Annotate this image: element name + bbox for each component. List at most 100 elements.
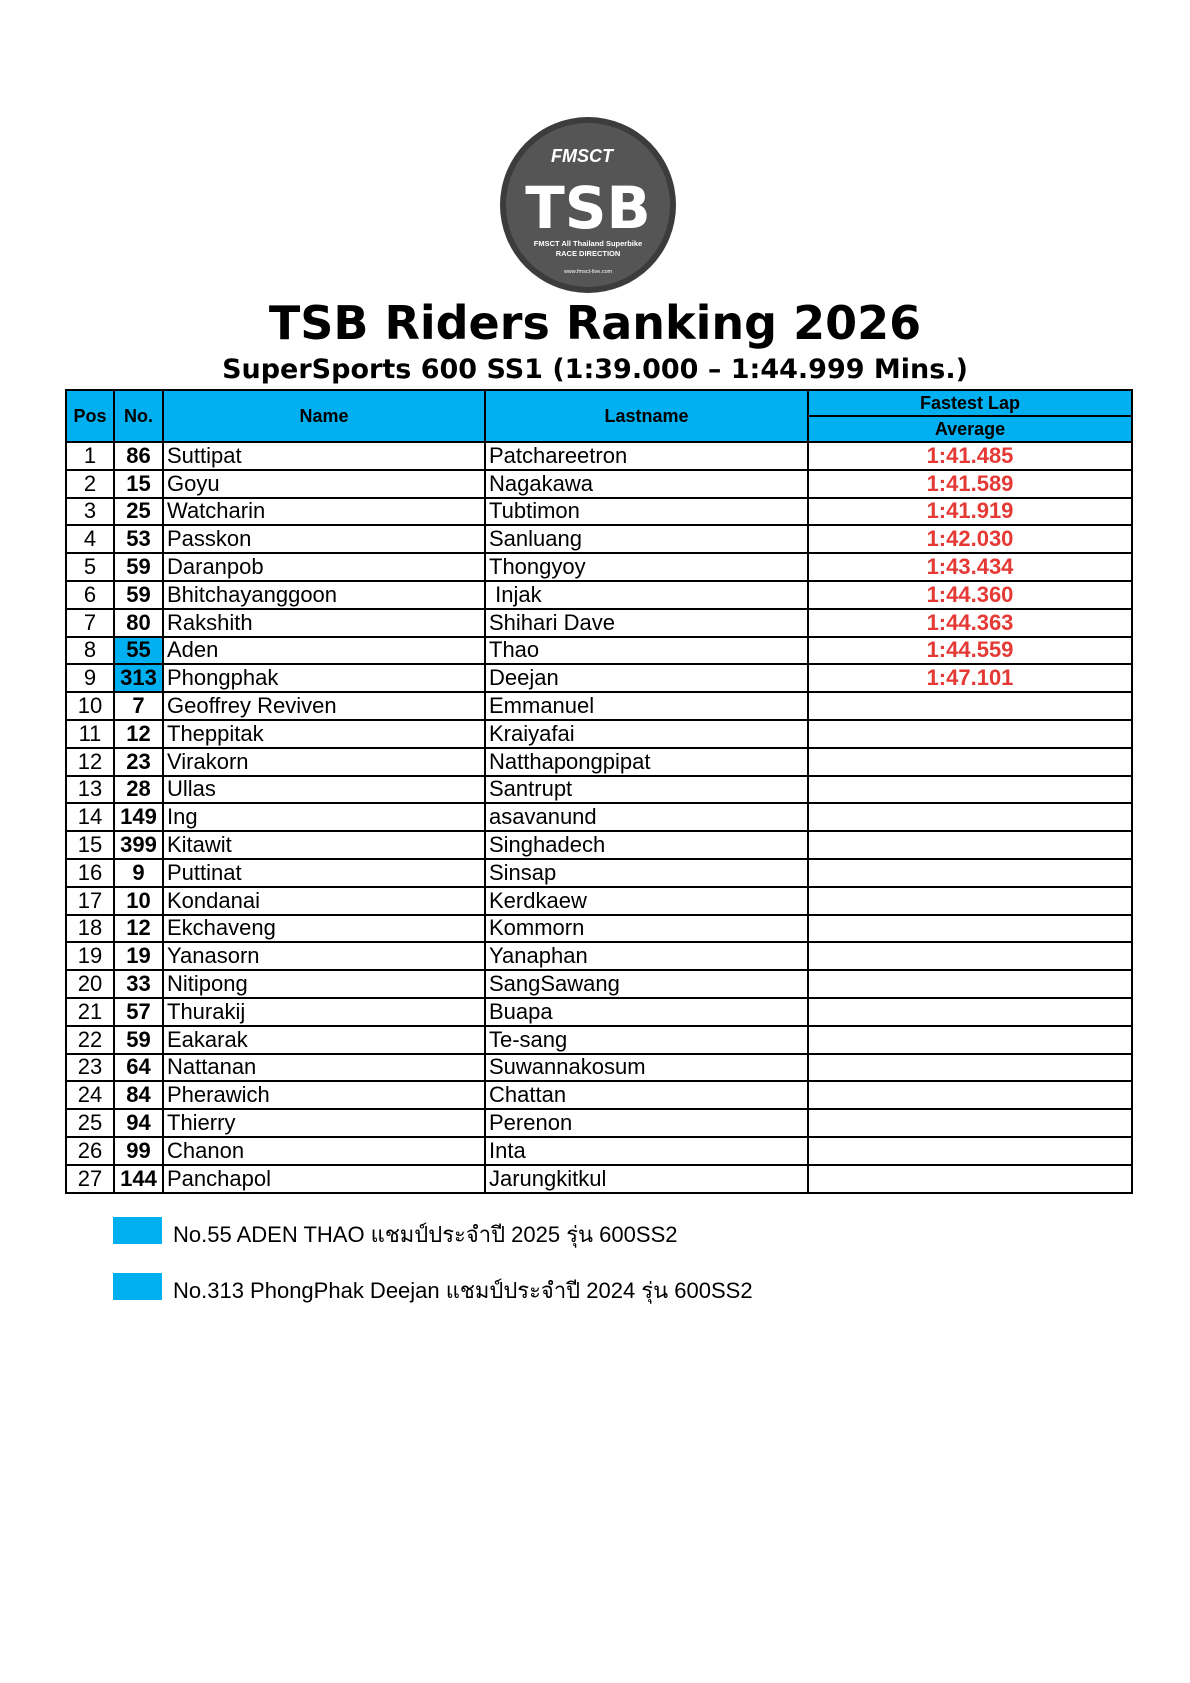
legend-text: No.55 ADEN THAO แชมป์ประจำปี 2025 รุ่น 6… [173, 1222, 678, 1247]
lastname-cell: Injak [484, 579, 809, 610]
average-cell [807, 1163, 1133, 1194]
lastname-cell: Sanluang [484, 524, 809, 555]
pos-cell: 19 [65, 941, 115, 972]
lastname-cell: Chattan [484, 1080, 809, 1111]
no-cell: 84 [113, 1080, 164, 1111]
average-cell [807, 718, 1133, 749]
lastname-cell: Nagakawa [484, 468, 809, 499]
no-cell: 59 [113, 1024, 164, 1055]
logo: FMSCT TSB FMSCT All Thailand Superbike R… [500, 117, 676, 293]
no-cell: 7 [113, 691, 164, 721]
table-row: 17 10 Kondanai Kerdkaew [65, 885, 1133, 916]
no-cell: 23 [113, 746, 164, 777]
lastname-cell: Te-sang [484, 1024, 809, 1055]
lastname-cell: Kraiyafai [484, 718, 809, 749]
name-cell: Phongphak [162, 663, 486, 694]
no-cell: 94 [113, 1108, 164, 1138]
col-header: Pos [65, 389, 115, 443]
pos-cell: 5 [65, 552, 115, 582]
pos-cell: 8 [65, 635, 115, 666]
lastname-cell: SangSawang [484, 969, 809, 999]
table-row: 1 86 Suttipat Patchareetron 1:41.485 [65, 441, 1133, 471]
pos-cell: 16 [65, 857, 115, 888]
average-cell [807, 885, 1133, 916]
name-cell: Passkon [162, 524, 486, 555]
pos-cell: 23 [65, 1052, 115, 1083]
lastname-cell: Santrupt [484, 774, 809, 805]
pos-cell: 7 [65, 607, 115, 638]
logo-brand: FMSCT [551, 146, 615, 166]
average-cell: 1:41.919 [807, 496, 1133, 527]
lastname-cell: Buapa [484, 996, 809, 1027]
average-cell: 1:44.360 [807, 579, 1133, 610]
table-row: 18 12 Ekchaveng Kommorn [65, 913, 1133, 944]
no-cell: 144 [113, 1163, 164, 1194]
name-cell: Pherawich [162, 1080, 486, 1111]
average-cell [807, 857, 1133, 888]
table-row: 16 9 Puttinat Sinsap [65, 857, 1133, 888]
average-cell [807, 1108, 1133, 1138]
pos-cell: 2 [65, 468, 115, 499]
col-subheader: Average [807, 415, 1133, 443]
pos-cell: 10 [65, 691, 115, 721]
table-row: 27 144 Panchapol Jarungkitkul [65, 1163, 1133, 1194]
table-row: 7 80 Rakshith Shihari Dave 1:44.363 [65, 607, 1133, 638]
pos-cell: 21 [65, 996, 115, 1027]
no-cell: 55 [113, 635, 164, 666]
average-cell [807, 913, 1133, 944]
lastname-cell: Suwannakosum [484, 1052, 809, 1083]
name-cell: Kitawit [162, 830, 486, 860]
name-cell: Ekchaveng [162, 913, 486, 944]
pos-cell: 24 [65, 1080, 115, 1111]
no-cell: 33 [113, 969, 164, 999]
name-cell: Bhitchayanggoon [162, 579, 486, 610]
name-cell: Nitipong [162, 969, 486, 999]
name-cell: Aden [162, 635, 486, 666]
pos-cell: 11 [65, 718, 115, 749]
no-cell: 19 [113, 941, 164, 972]
no-cell: 313 [113, 663, 164, 694]
pos-cell: 25 [65, 1108, 115, 1138]
pos-cell: 26 [65, 1135, 115, 1166]
title: TSB Riders Ranking 2026 [268, 296, 922, 350]
pos-cell: 14 [65, 802, 115, 833]
legend-swatch [113, 1273, 162, 1300]
no-cell: 15 [113, 468, 164, 499]
name-cell: Puttinat [162, 857, 486, 888]
legend-swatch [113, 1217, 162, 1244]
lastname-cell: Thao [484, 635, 809, 666]
lastname-cell: Tubtimon [484, 496, 809, 527]
lastname-cell: Kommorn [484, 913, 809, 944]
table-row: 21 57 Thurakij Buapa [65, 996, 1133, 1027]
name-cell: Eakarak [162, 1024, 486, 1055]
ranking-table: Pos No. Name Lastname Fastest Lap Averag… [65, 389, 1133, 1194]
no-cell: 12 [113, 913, 164, 944]
lastname-cell: asavanund [484, 802, 809, 833]
name-cell: Kondanai [162, 885, 486, 916]
logo-inner [506, 123, 670, 287]
pos-cell: 1 [65, 441, 115, 471]
name-cell: Geoffrey Reviven [162, 691, 486, 721]
table-row: 26 99 Chanon Inta [65, 1135, 1133, 1166]
average-cell [807, 746, 1133, 777]
no-cell: 28 [113, 774, 164, 805]
lastname-cell: Singhadech [484, 830, 809, 860]
name-cell: Ullas [162, 774, 486, 805]
no-cell: 80 [113, 607, 164, 638]
no-cell: 9 [113, 857, 164, 888]
pos-cell: 17 [65, 885, 115, 916]
lastname-cell: Deejan [484, 663, 809, 694]
average-cell: 1:41.589 [807, 468, 1133, 499]
table-row: 25 94 Thierry Perenon [65, 1108, 1133, 1138]
name-cell: Theppitak [162, 718, 486, 749]
average-cell [807, 691, 1133, 721]
pos-cell: 13 [65, 774, 115, 805]
name-cell: Yanasorn [162, 941, 486, 972]
name-cell: Watcharin [162, 496, 486, 527]
col-header: Fastest Lap [807, 389, 1133, 417]
table-row: 10 7 Geoffrey Reviven Emmanuel [65, 691, 1133, 721]
lastname-cell: Jarungkitkul [484, 1163, 809, 1194]
average-cell [807, 830, 1133, 860]
no-cell: 86 [113, 441, 164, 471]
table-row: 2 15 Goyu Nagakawa 1:41.589 [65, 468, 1133, 499]
